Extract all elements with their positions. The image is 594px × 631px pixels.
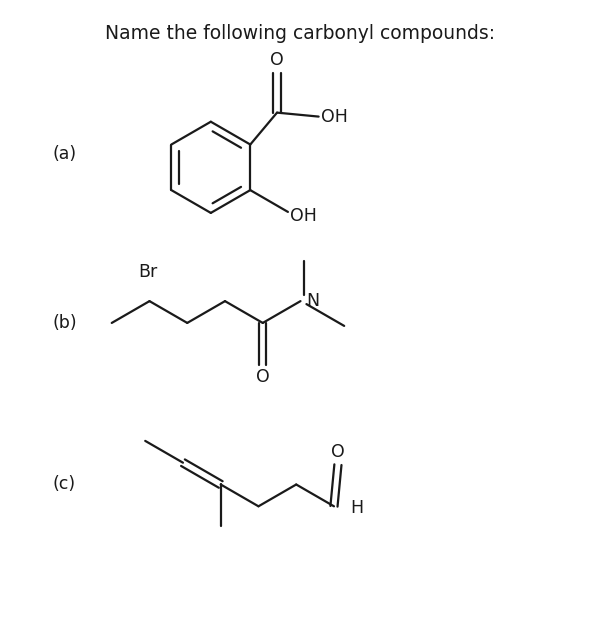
Text: Br: Br bbox=[138, 263, 157, 281]
Text: H: H bbox=[350, 499, 363, 517]
Text: O: O bbox=[270, 51, 284, 69]
Text: O: O bbox=[331, 443, 345, 461]
Text: (a): (a) bbox=[52, 145, 77, 163]
Text: OH: OH bbox=[321, 108, 347, 126]
Text: N: N bbox=[307, 292, 320, 310]
Text: (c): (c) bbox=[52, 476, 75, 493]
Text: Name the following carbonyl compounds:: Name the following carbonyl compounds: bbox=[105, 23, 495, 43]
Text: O: O bbox=[256, 369, 270, 386]
Text: (b): (b) bbox=[52, 314, 77, 332]
Text: OH: OH bbox=[290, 207, 317, 225]
